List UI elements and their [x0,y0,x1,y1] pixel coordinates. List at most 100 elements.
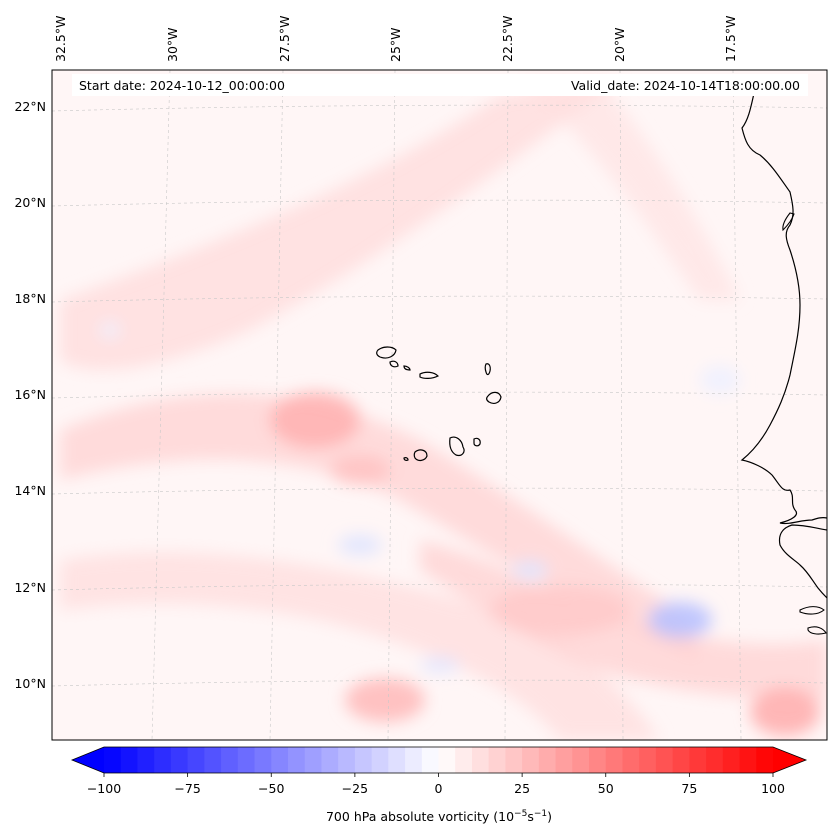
colorbar-cell [505,747,523,773]
island-outline [403,457,409,461]
graticule [52,70,827,740]
africa-coastline [778,524,827,599]
africa-coastline [782,212,795,232]
vorticity-max [270,392,360,448]
lon-label: 32.5°W [53,16,68,62]
island-outline [486,391,502,404]
start-date-label: Start date: 2024-10-12_00:00:00 [79,78,285,93]
colorbar-tick-label: 100 [761,781,785,796]
colorbar-extend-min [72,747,104,773]
lon-label: 30°W [165,27,180,62]
lon-label: 27.5°W [277,16,292,62]
colorbar-cell [538,747,557,773]
vorticity-min [338,535,382,555]
colorbar-tick-label: −50 [258,781,284,796]
colorbar-label-end: ) [547,809,552,824]
vorticity-max [490,585,630,635]
colorbar-cell [706,747,724,773]
meridian-line [151,70,171,740]
vorticity-min [700,366,740,394]
colorbar-tick-label: −25 [342,781,368,796]
vorticity-min [512,561,548,579]
lon-label: 25°W [388,27,403,62]
colorbar-cell [421,747,439,773]
island-outline [413,449,428,462]
colorbar-cell [522,747,540,773]
colorbar-cell [572,747,590,773]
colorbar-cell [589,747,607,773]
colorbar-cell [170,747,189,773]
island-outline [419,371,440,379]
map-panel: Start date: 2024-10-12_00:00:00 Valid_da… [51,69,828,741]
vorticity-min [648,602,712,638]
parallel-line [52,104,827,112]
colorbar-cell [722,747,741,773]
colorbar-cell [405,747,423,773]
colorbar-label-mid: s [527,809,534,824]
parallel-line [52,487,827,495]
lat-label: 20°N [14,195,46,210]
meridian-line [619,70,624,740]
meridian-line [732,70,742,740]
colorbar-cell [204,747,222,773]
valid-date-label: Valid_date: 2024-10-14T18:00:00.00 [571,78,800,93]
colorbar-cell [388,747,406,773]
parallel-line [52,391,827,399]
lat-label: 16°N [14,387,46,402]
colorbar-cell [689,747,707,773]
colorbar-cell [287,747,306,773]
africa-coastline [799,606,825,615]
parallel-line [52,295,827,303]
colorbar-tick-label: 25 [514,781,530,796]
lat-label: 18°N [14,291,46,306]
vorticity-min [100,322,120,338]
colorbar-cell [304,747,322,773]
parallel-line [52,583,827,591]
colorbar-label-exp1: −5 [514,809,527,819]
lat-label: 22°N [14,99,46,114]
header-strip [72,74,808,96]
lon-label: 20°W [612,27,627,62]
longitude-labels: 32.5°W 30°W 27.5°W 25°W 22.5°W 20°W 17.5… [53,16,738,62]
africa-coastline [740,84,827,525]
vorticity-band [520,80,740,300]
map-frame [51,69,828,741]
colorbar-cell [271,747,289,773]
colorbar-cell [471,747,490,773]
colorbar-label-main: 700 hPa absolute vorticity (10 [326,809,514,824]
island-outline [389,360,399,368]
colorbar-cell [555,747,573,773]
colorbar-extend-max [773,747,806,773]
vorticity-max [750,688,820,736]
lon-label: 17.5°W [723,16,738,62]
colorbar-cell [655,747,674,773]
vorticity-band [60,80,620,370]
colorbar-cells [72,747,806,773]
cape-verde-islands [376,346,502,462]
island-outline [473,437,481,447]
lat-label: 14°N [14,483,46,498]
colorbar: −100 −75 −50 −25 0 25 50 75 100 700 hPa absolute… [70,746,808,824]
colorbar-cell [354,747,373,773]
colorbar-cell [154,747,172,773]
colorbar-cell [371,747,389,773]
meridian-line [269,70,284,740]
colorbar-cell [120,747,138,773]
latitude-labels: 22°N 20°N 18°N 16°N 14°N 12°N 10°N [14,99,46,691]
colorbar-tick-label: 50 [598,781,614,796]
vorticity-field [52,70,827,740]
colorbar-cell [438,747,456,773]
island-outline [376,346,397,359]
colorbar-cell [321,747,339,773]
vorticity-band [60,393,700,660]
africa-coastline [807,626,827,635]
colorbar-tick-label: −100 [87,781,121,796]
lat-label: 12°N [14,580,46,595]
vorticity-max [345,678,425,722]
colorbar-cell [622,747,640,773]
colorbar-cell [639,747,657,773]
parallel-line [52,679,827,687]
colorbar-cell [237,747,256,773]
lon-label: 22.5°W [500,16,515,62]
